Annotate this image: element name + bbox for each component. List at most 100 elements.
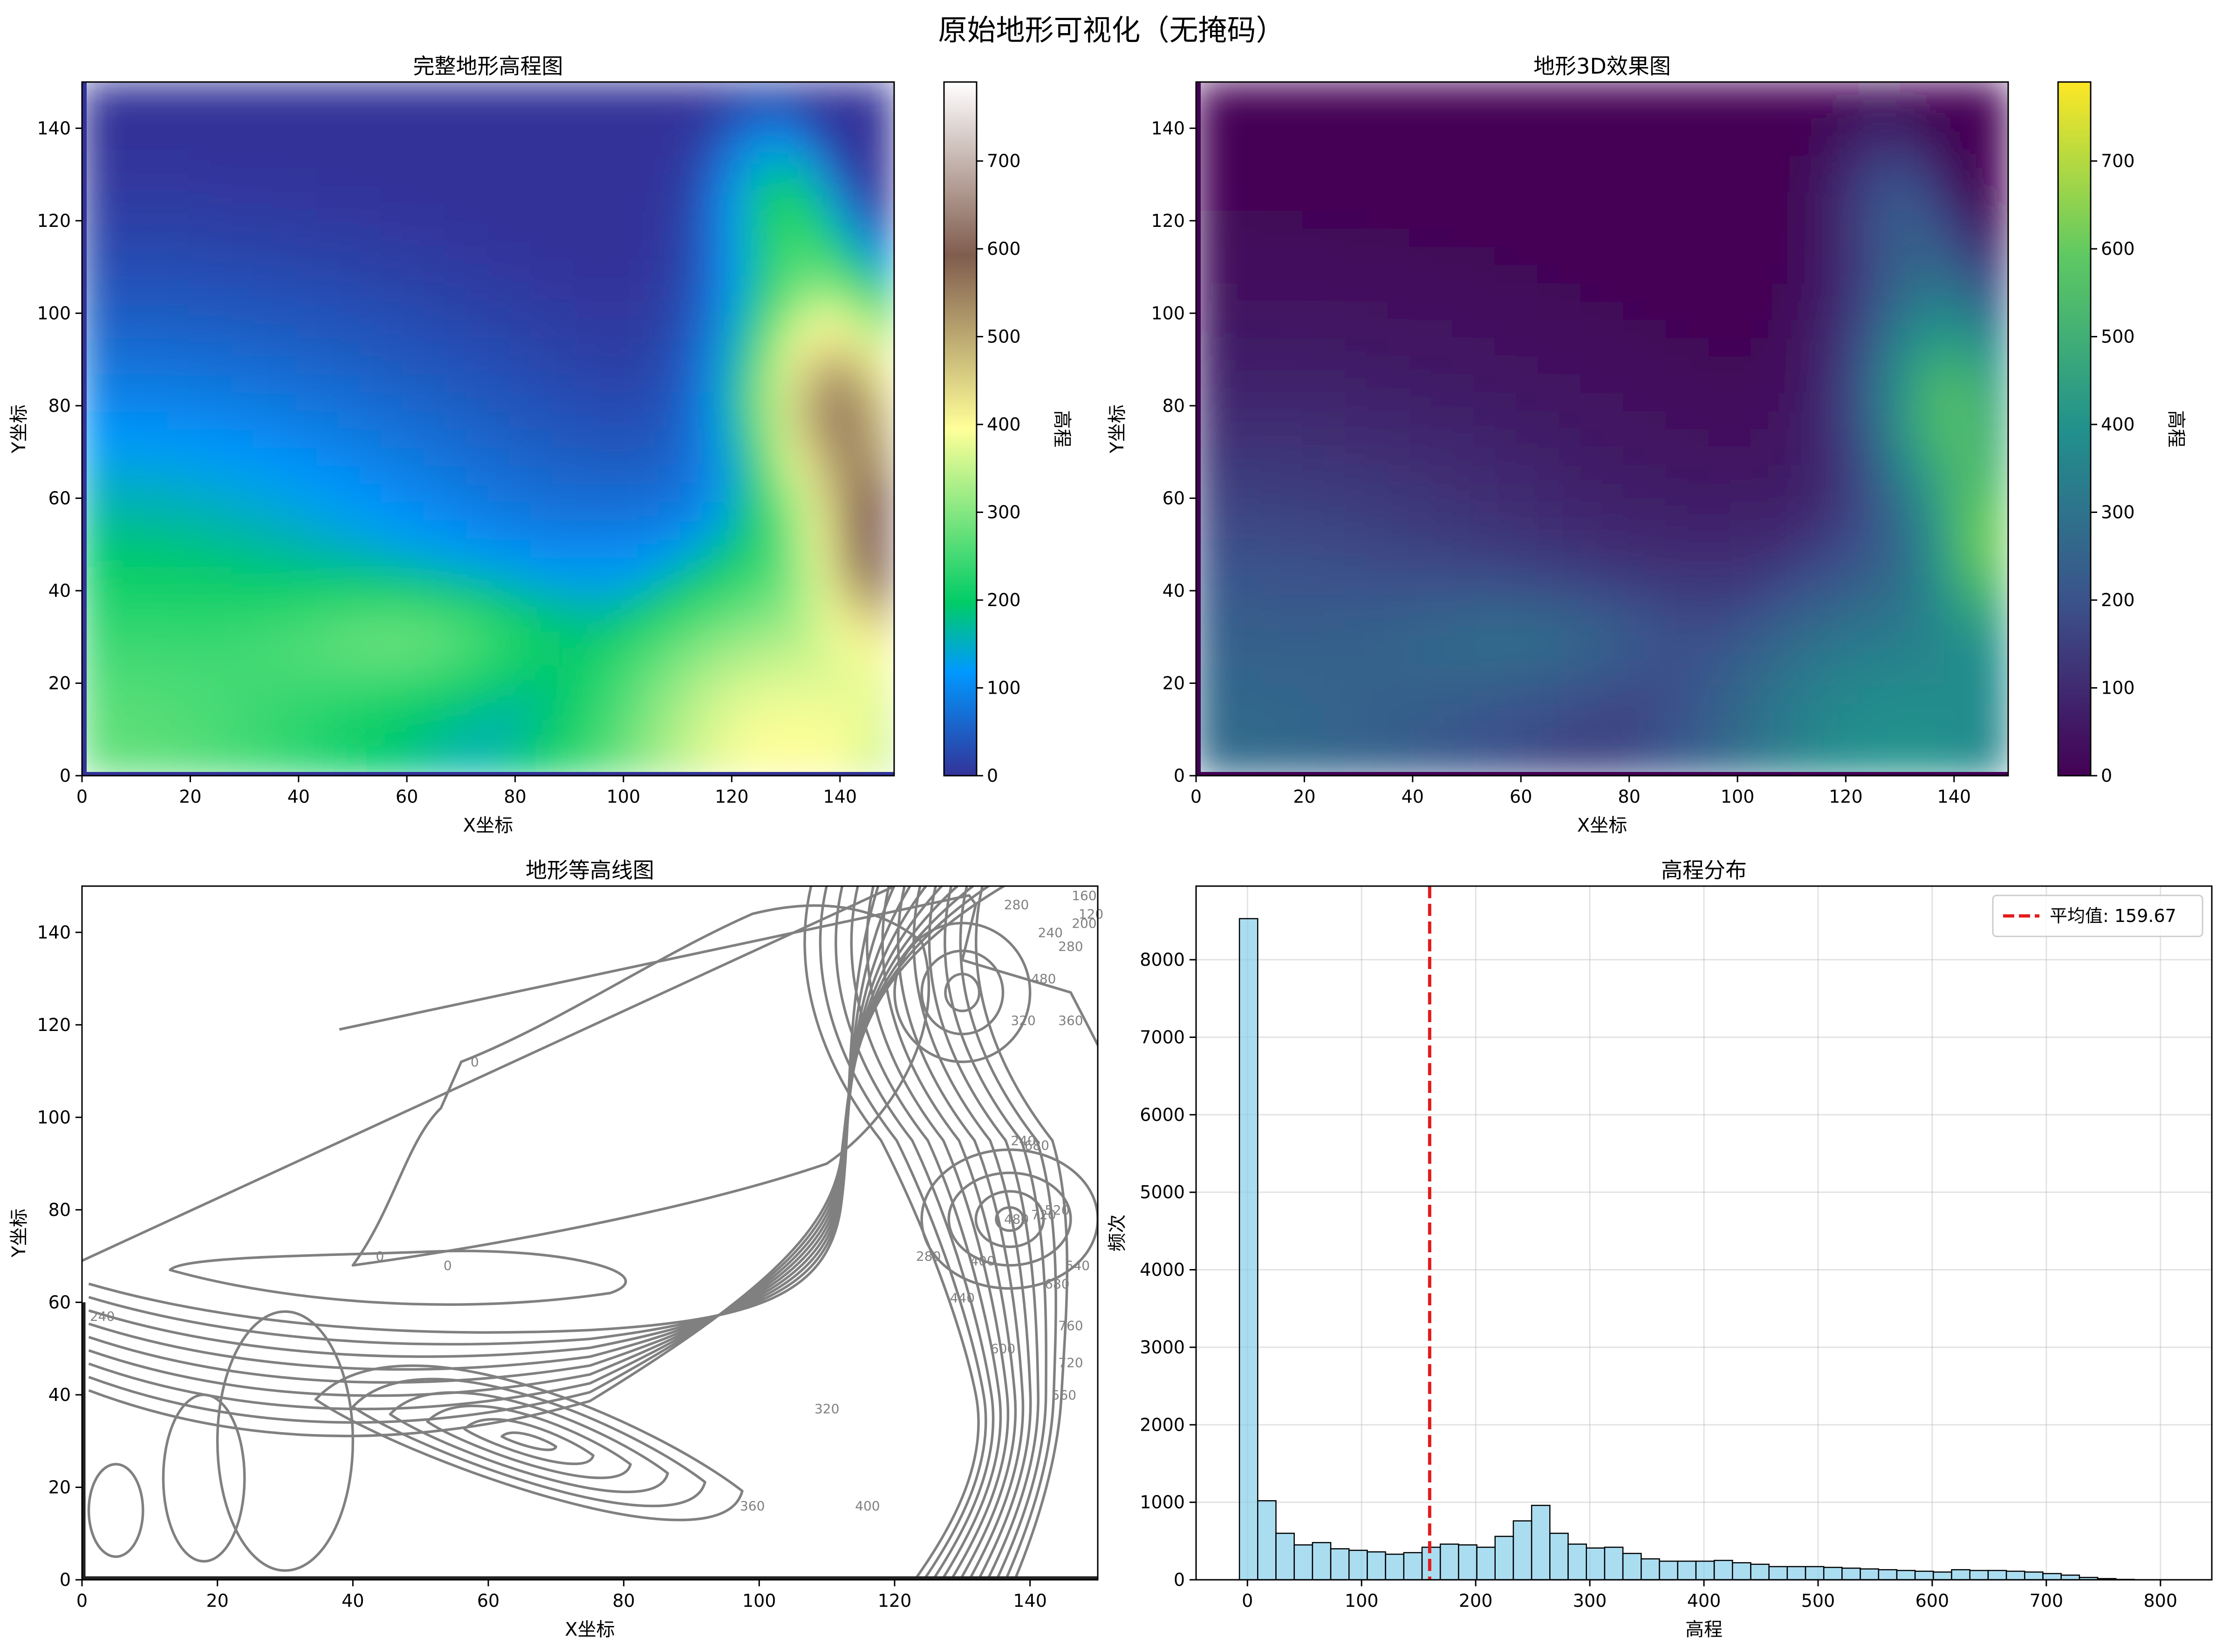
- heatmap-cell: [1708, 172, 1731, 192]
- heatmap-cell: [295, 556, 318, 575]
- heatmap-cell: [1644, 154, 1667, 174]
- heatmap-cell: [1986, 172, 2008, 192]
- heatmap-cell: [1259, 538, 1282, 557]
- heatmap-cell: [787, 392, 809, 411]
- heatmap-cell: [1730, 519, 1752, 539]
- heatmap-cell: [1644, 446, 1667, 466]
- heatmap-cell: [1623, 300, 1646, 320]
- heatmap-cell: [658, 264, 681, 284]
- heatmap-cell: [658, 702, 681, 722]
- heatmap-cell: [637, 556, 660, 575]
- heatmap-cell: [1815, 720, 1838, 740]
- heatmap-cell: [1986, 702, 2008, 722]
- heatmap-cell: [188, 355, 211, 375]
- heatmap-cell: [466, 246, 489, 265]
- heatmap-cell: [1986, 738, 2008, 758]
- heatmap-cell: [1559, 593, 1581, 612]
- heatmap-cell: [658, 593, 681, 612]
- heatmap-cell: [1815, 684, 1838, 703]
- heatmap-cell: [252, 100, 275, 119]
- heatmap-cell: [445, 227, 467, 247]
- heatmap-cell: [744, 410, 766, 430]
- heatmap-cell: [594, 720, 617, 740]
- heatmap-cell: [487, 154, 510, 174]
- heatmap-cell: [1495, 319, 1518, 338]
- heatmap-cell: [1623, 556, 1646, 575]
- heatmap-cell: [188, 410, 211, 430]
- heatmap-cell: [1473, 355, 1496, 375]
- heatmap-cell: [1666, 593, 1688, 612]
- heatmap-cell: [616, 556, 638, 575]
- heatmap-cell: [1473, 191, 1496, 211]
- heatmap-cell: [1366, 684, 1389, 703]
- heatmap-cell: [103, 483, 125, 503]
- heatmap-cell: [487, 538, 510, 557]
- heatmap-cell: [466, 501, 489, 521]
- heatmap-cell: [637, 410, 660, 430]
- heatmap-cell: [1302, 264, 1325, 284]
- heatmap-cell: [1601, 410, 1624, 430]
- heatmap-cell: [1559, 246, 1581, 265]
- heatmap-cell: [1516, 246, 1539, 265]
- heatmap-cell: [1281, 446, 1304, 466]
- heatmap-cell: [680, 300, 703, 320]
- heatmap-cell: [723, 574, 745, 594]
- heatmap-cell: [295, 410, 318, 430]
- heatmap-cell: [1430, 337, 1453, 356]
- heatmap-cell: [1730, 264, 1752, 284]
- heatmap-cell: [381, 118, 404, 137]
- heatmap-cell: [316, 82, 339, 101]
- heatmap-cell: [423, 702, 446, 722]
- heatmap-cell: [1345, 501, 1368, 521]
- heatmap-cell: [680, 428, 703, 448]
- heatmap-cell: [466, 446, 489, 466]
- heatmap-cell: [1708, 264, 1731, 284]
- heatmap-cell: [252, 282, 275, 302]
- heatmap-cell: [637, 100, 660, 119]
- heatmap-cell: [103, 501, 125, 521]
- heatmap-cell: [1687, 720, 1710, 740]
- heatmap-cell: [872, 282, 894, 302]
- heatmap-cell: [1430, 629, 1453, 649]
- heatmap-cell: [787, 282, 809, 302]
- heatmap-cell: [1687, 574, 1710, 594]
- heatmap-cell: [167, 574, 190, 594]
- heatmap-cell: [1345, 227, 1368, 247]
- heatmap-cell: [145, 264, 168, 284]
- heatmap-cell: [573, 574, 595, 594]
- heatmap-cell: [594, 611, 617, 630]
- histogram-bar: [1458, 1544, 1477, 1581]
- heatmap-cell: [338, 446, 361, 466]
- heatmap-cell: [274, 154, 296, 174]
- heatmap-cell: [1601, 337, 1624, 356]
- heatmap-cell: [1238, 100, 1261, 119]
- heatmap-cell: [552, 410, 574, 430]
- heatmap-cell: [145, 337, 168, 356]
- heatmap-cell: [851, 738, 874, 758]
- heatmap-cell: [616, 373, 638, 393]
- x-tick-label: 100: [607, 786, 641, 807]
- heatmap-cell: [851, 629, 874, 649]
- heatmap-cell: [1751, 355, 1774, 375]
- heatmap-cell: [359, 172, 382, 192]
- heatmap-cell: [658, 665, 681, 685]
- heatmap-cell: [1345, 538, 1368, 557]
- heatmap-cell: [1858, 574, 1881, 594]
- heatmap-cell: [1345, 702, 1368, 722]
- heatmap-cell: [381, 136, 404, 156]
- heatmap-cell: [1324, 319, 1347, 338]
- heatmap-cell: [1730, 410, 1752, 430]
- heatmap-cell: [1922, 501, 1945, 521]
- heatmap-cell: [1666, 720, 1688, 740]
- heatmap-cell: [765, 337, 788, 356]
- heatmap-cell: [808, 556, 831, 575]
- heatmap-cell: [1302, 464, 1325, 485]
- heatmap-cell: [530, 410, 553, 430]
- heatmap-cell: [381, 264, 404, 284]
- heatmap-cell: [1601, 593, 1624, 612]
- heatmap-cell: [594, 684, 617, 703]
- heatmap-cell: [1345, 611, 1368, 630]
- heatmap-cell: [295, 501, 318, 521]
- heatmap-cell: [487, 647, 510, 667]
- heatmap-cell: [1409, 282, 1432, 302]
